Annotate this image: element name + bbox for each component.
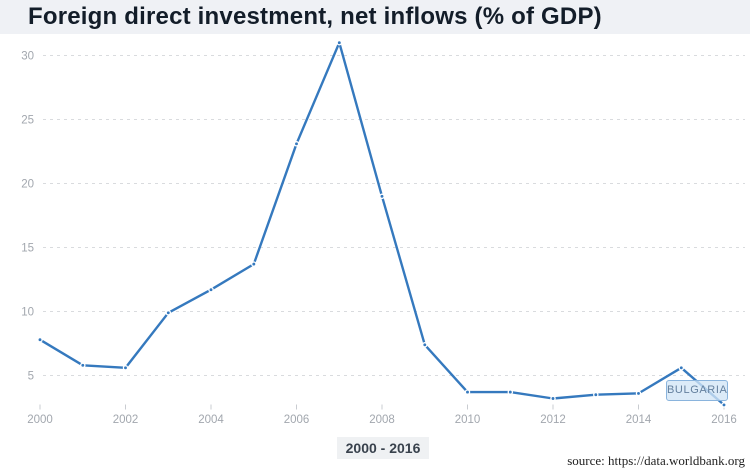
x-axis-tick-label: 2008 [369,414,395,426]
data-point-2001 [80,362,86,369]
data-point-2013 [593,391,599,398]
x-axis-tick-label: 2016 [711,414,737,426]
data-point-2005 [251,261,257,267]
page-title: Foreign direct investment, net inflows (… [28,3,602,30]
source-attribution: source: https://data.worldbank.org [567,453,745,468]
x-axis-tick-label: 2010 [455,414,481,426]
data-point-2000 [37,336,43,343]
series-tooltip-bulgaria[interactable]: BULGARIA [666,380,728,401]
y-axis-tick-label: 5 [28,371,34,383]
data-point-2014 [635,390,642,397]
data-point-2011 [507,389,514,395]
data-point-2015 [678,365,685,371]
data-line-bulgaria [38,41,726,407]
x-range-label: 2000 - 2016 [337,437,429,459]
data-point-2006 [293,141,300,147]
x-axis-tick-label: 2004 [198,414,224,426]
data-point-2007 [336,39,343,46]
data-point-2003 [165,310,172,316]
data-point-2010 [464,389,471,395]
data-point-2004 [208,286,214,293]
data-point-2012 [550,395,556,402]
y-axis-tick-label: 20 [21,179,34,191]
y-axis-tick-label: 25 [21,115,34,127]
x-axis-tick-label: 2006 [284,414,310,426]
data-point-2009 [422,342,428,348]
x-axis-tick-label: 2002 [113,414,139,426]
x-axis-tick-label: 2012 [540,414,566,426]
data-point-2008 [379,193,385,200]
x-axis-tick-label: 2000 [27,414,53,426]
y-axis-tick-label: 10 [21,307,34,319]
data-point-2002 [122,365,129,371]
data-point-2016 [721,402,727,408]
y-axis-tick-label: 15 [21,243,34,255]
title-bar: Foreign direct investment, net inflows (… [0,0,750,34]
x-axis-tick-label: 2014 [626,414,652,426]
y-axis-tick-label: 30 [21,51,34,63]
